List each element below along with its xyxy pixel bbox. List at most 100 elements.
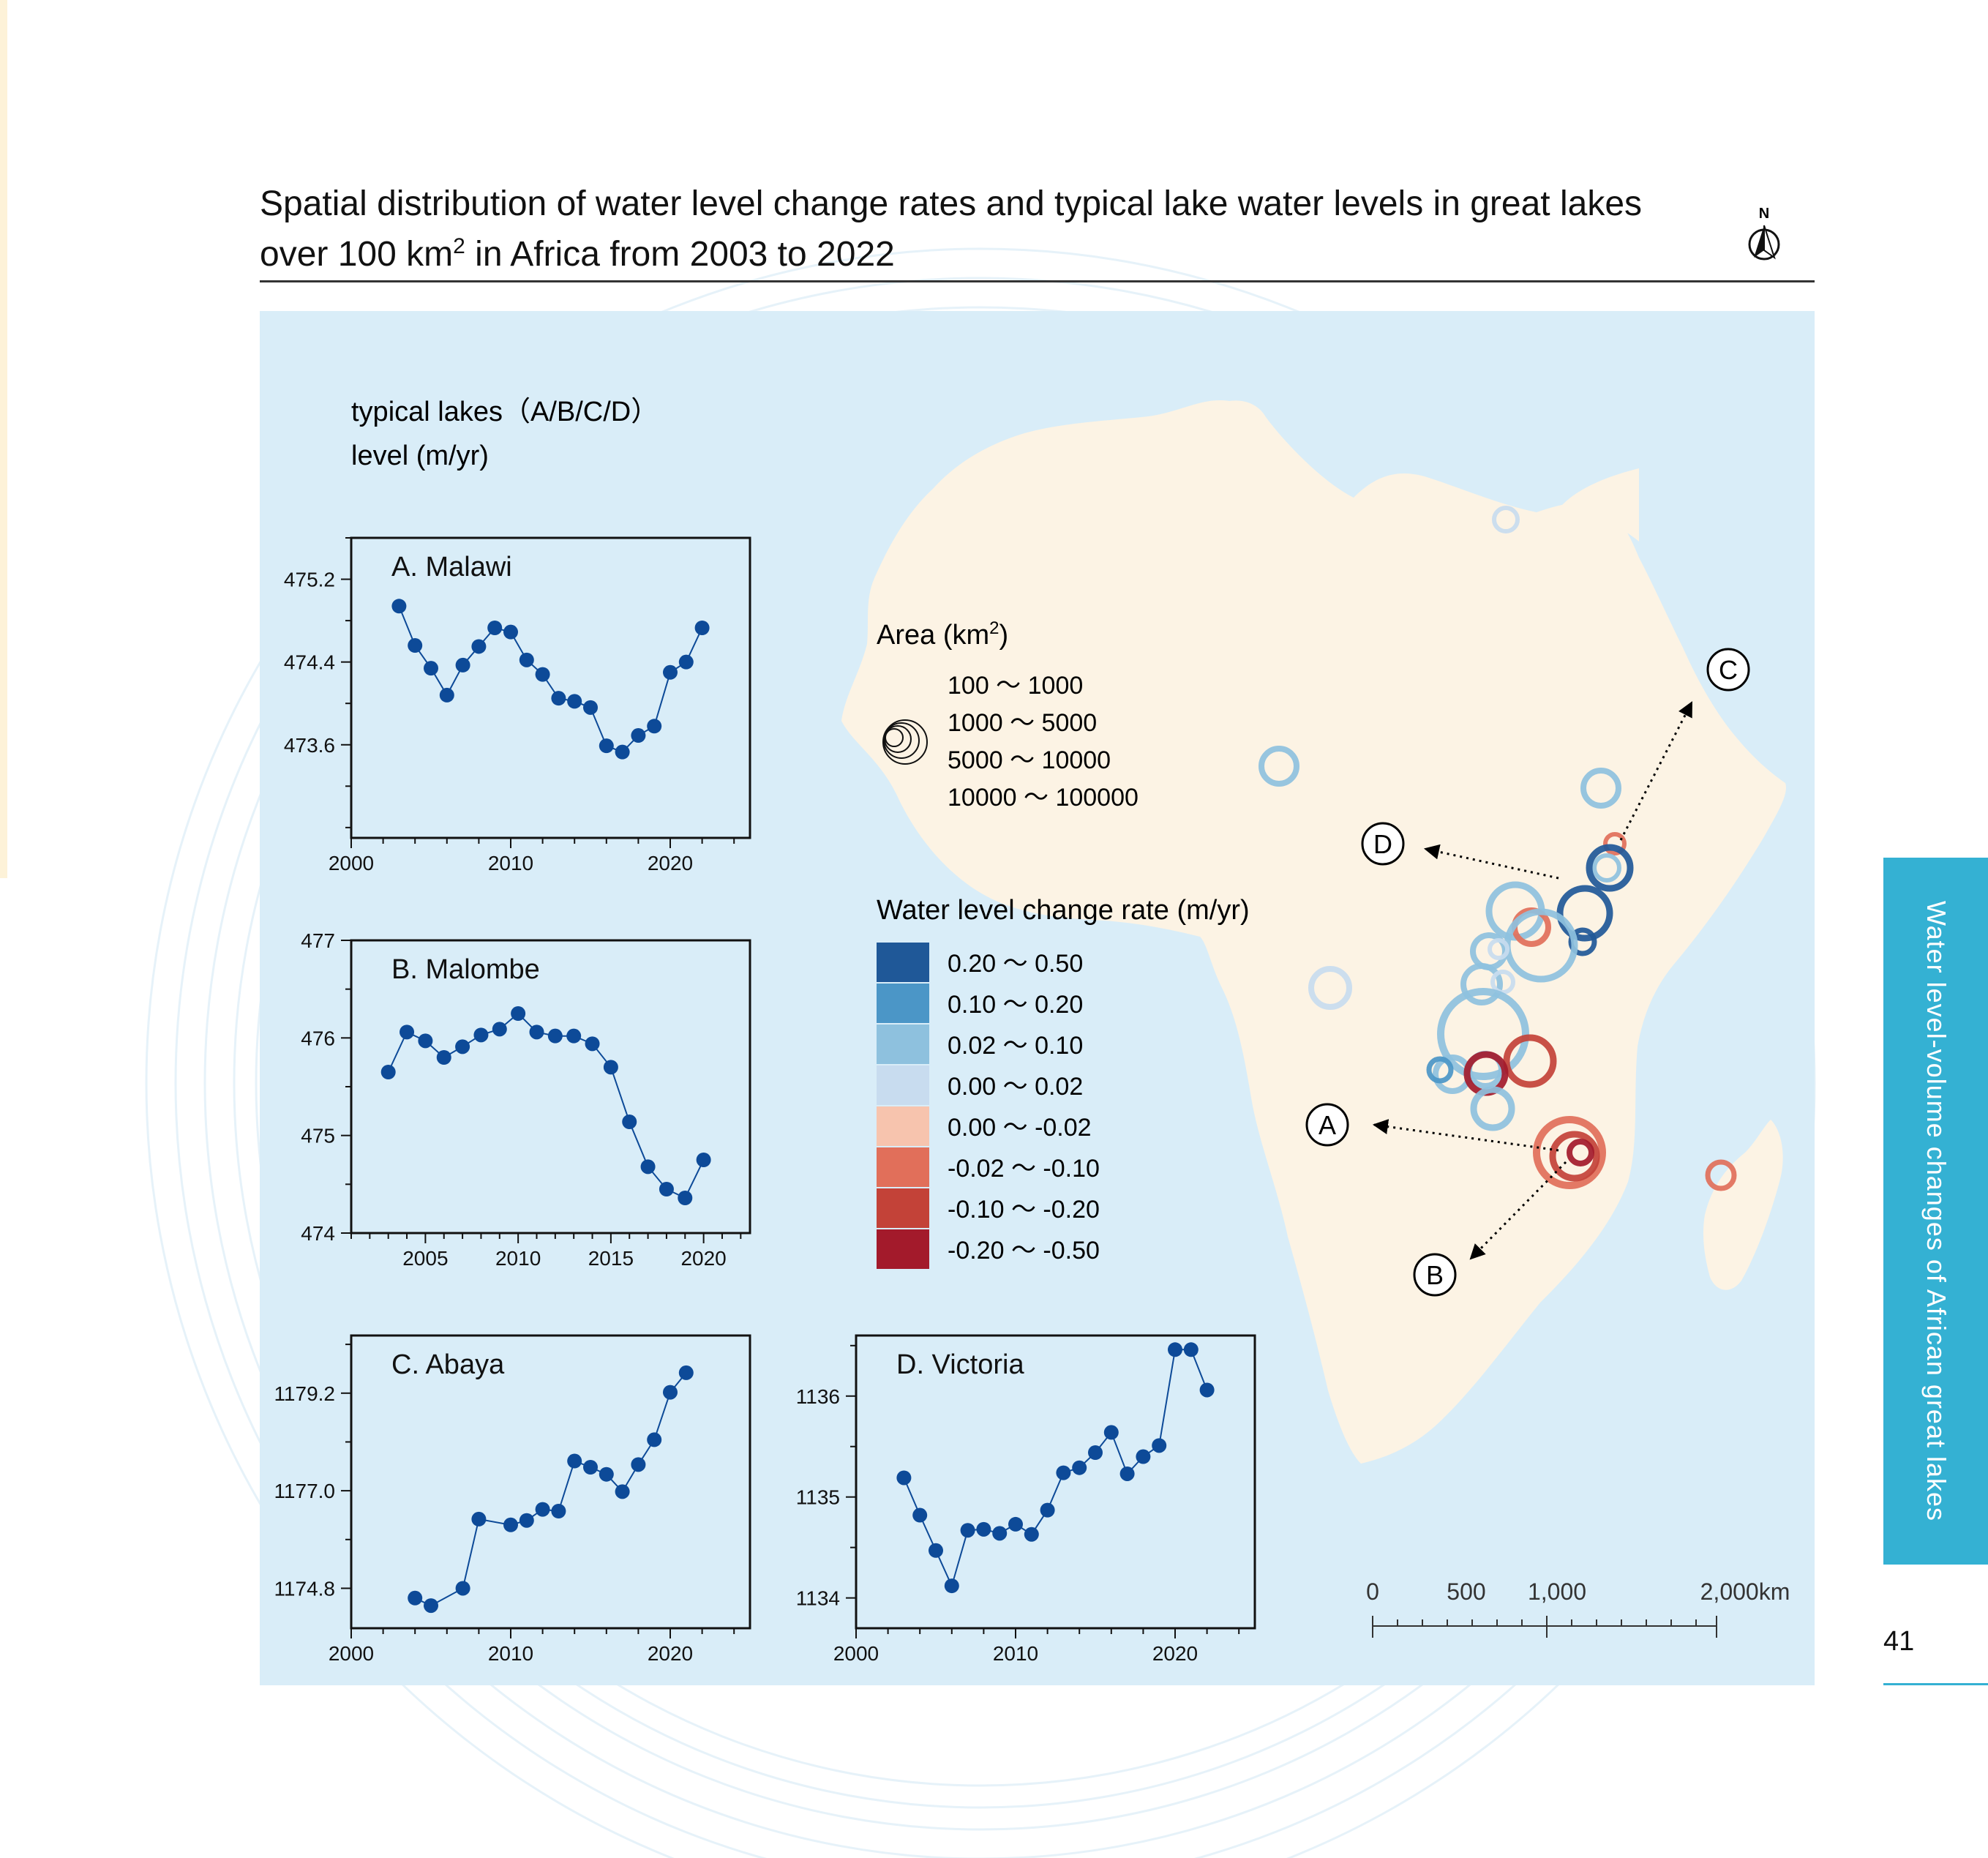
chart-2-point-6 bbox=[535, 1502, 550, 1517]
chart-2-point-9 bbox=[583, 1460, 598, 1475]
chart-0-frame bbox=[350, 536, 751, 839]
rate-class-label-6: -0.10 ～ -0.20 bbox=[948, 1196, 1100, 1224]
callout-a-label: A bbox=[1319, 1110, 1336, 1140]
chart-0-point-8 bbox=[519, 652, 534, 667]
chart-1-point-11 bbox=[585, 1036, 600, 1052]
chart-0-xtick-label-2: 2020 bbox=[648, 852, 693, 874]
lake-marker-0 bbox=[1492, 506, 1520, 533]
chart-0-point-10 bbox=[551, 691, 566, 706]
chart-1-series-line bbox=[387, 1012, 705, 1199]
area-legend-title-prefix: Area (km bbox=[877, 620, 989, 651]
chart-1-title: B. Malombe bbox=[391, 954, 540, 985]
chart-1-point-6 bbox=[492, 1022, 507, 1037]
chart-1-ytick-label-0: 474 bbox=[301, 1222, 335, 1245]
area-class-4: 10000 ～ 100000 bbox=[948, 784, 1139, 812]
figure-title: Spatial distribution of water level chan… bbox=[260, 183, 1723, 276]
rate-legend: 0.20 ～ 0.50 0.10 ～ 0.20 0.02 ～ 0.10 0.00 ～ … bbox=[877, 943, 1100, 1269]
lake-marker-23 bbox=[1533, 1116, 1606, 1189]
chart-3-point-8 bbox=[1024, 1527, 1039, 1542]
scale-label-2000: 2,000km bbox=[1700, 1578, 1790, 1605]
chart-3-ytick-label-0: 1134 bbox=[796, 1587, 840, 1610]
chart-3-ytick-label-2: 1136 bbox=[796, 1385, 840, 1408]
chart-3-point-18 bbox=[1183, 1342, 1199, 1357]
callout-arrows bbox=[1372, 701, 1693, 1260]
chart-2-point-5 bbox=[519, 1513, 534, 1528]
title-line-2-prefix: over 100 km bbox=[260, 235, 454, 274]
chart-3-point-10 bbox=[1056, 1465, 1071, 1480]
rate-swatch-6 bbox=[877, 1188, 929, 1228]
callout-c-label: C bbox=[1719, 655, 1738, 685]
chart-2-point-10 bbox=[599, 1466, 614, 1482]
chart-2: C. Abaya 1174.8 1177.0 1179.2 2000 2010 2020 bbox=[274, 1334, 751, 1665]
arabia-landmass bbox=[1562, 468, 1639, 542]
chart-2-xtick-label-0: 2000 bbox=[329, 1642, 374, 1665]
area-legend-title-sup: 2 bbox=[989, 618, 999, 638]
rate-class-label-7: -0.20 ～ -0.50 bbox=[948, 1237, 1100, 1265]
lake-marker-24 bbox=[1549, 1131, 1600, 1182]
chart-0-point-15 bbox=[631, 728, 646, 743]
chart-1-point-3 bbox=[436, 1050, 451, 1065]
chart-2-ytick-label-0: 1174.8 bbox=[274, 1577, 335, 1600]
rate-class-label-4: 0.00 ～ -0.02 bbox=[948, 1114, 1092, 1142]
chart-0-ytick-label-1: 474.4 bbox=[284, 651, 335, 674]
area-class-3: 5000 ～ 10000 bbox=[948, 746, 1111, 774]
chart-2-point-7 bbox=[551, 1504, 566, 1518]
chart-3-point-12 bbox=[1088, 1445, 1103, 1460]
rate-swatch-7 bbox=[877, 1229, 929, 1269]
area-class-1: 100 ～ 1000 bbox=[948, 672, 1083, 700]
lake-marker-25 bbox=[1567, 1139, 1594, 1166]
lake-marker-8 bbox=[1568, 927, 1597, 956]
callout-d: D bbox=[1361, 822, 1405, 866]
chart-0-point-7 bbox=[503, 624, 518, 640]
chart-0-point-5 bbox=[471, 639, 487, 654]
chart-0-point-11 bbox=[567, 694, 582, 709]
page-number-rule bbox=[1883, 1683, 1988, 1685]
chapter-side-tab: Water level-volume changes of African gr… bbox=[1883, 858, 1988, 1565]
chart-3-point-9 bbox=[1040, 1502, 1055, 1518]
scale-bar bbox=[1372, 1616, 1717, 1638]
title-superscript: 2 bbox=[453, 234, 465, 258]
chart-2-series-line bbox=[414, 1372, 687, 1607]
rate-class-label-0: 0.20 ～ 0.50 bbox=[948, 950, 1083, 978]
area-legend-title: Area (km2) bbox=[877, 618, 1008, 651]
chart-0-xtick-label-1: 2010 bbox=[488, 852, 533, 874]
chart-0-point-0 bbox=[391, 599, 407, 614]
callout-a: A bbox=[1305, 1103, 1349, 1147]
scale-label-500: 500 bbox=[1447, 1578, 1485, 1605]
chart-3-point-1 bbox=[912, 1507, 928, 1523]
lake-marker-16 bbox=[1437, 988, 1529, 1080]
chart-3-point-7 bbox=[1008, 1516, 1023, 1532]
chart-1-point-7 bbox=[511, 1006, 526, 1021]
chart-2-point-13 bbox=[647, 1432, 662, 1447]
chart-3-ytick-label-1: 1135 bbox=[796, 1486, 840, 1509]
arrow-to-b bbox=[1469, 1161, 1567, 1260]
chart-2-point-4 bbox=[503, 1517, 518, 1532]
chart-1-point-10 bbox=[566, 1028, 582, 1044]
lake-marker-15 bbox=[1490, 970, 1515, 994]
rate-swatch-0 bbox=[877, 943, 929, 982]
typical-lakes-title: typical lakes（A/B/C/D） bbox=[351, 397, 659, 427]
chart-3-frame bbox=[855, 1334, 1256, 1630]
rate-swatch-4 bbox=[877, 1106, 929, 1146]
chart-1-ytick-label-2: 476 bbox=[301, 1027, 335, 1049]
chart-2-point-15 bbox=[678, 1365, 694, 1380]
chart-2-point-0 bbox=[408, 1590, 423, 1606]
chart-2-point-3 bbox=[471, 1511, 487, 1527]
rate-class-label-2: 0.02 ～ 0.10 bbox=[948, 1032, 1083, 1060]
lake-marker-5 bbox=[1592, 853, 1621, 883]
chart-0-point-18 bbox=[678, 654, 694, 670]
chart-2-point-14 bbox=[663, 1385, 678, 1400]
chart-1-point-9 bbox=[547, 1028, 563, 1044]
chart-1-point-5 bbox=[473, 1027, 489, 1043]
chart-2-point-11 bbox=[615, 1484, 630, 1499]
chart-1-xtick-label-3: 2020 bbox=[680, 1247, 726, 1270]
chart-1-point-4 bbox=[455, 1039, 470, 1055]
chart-2-ytick-label-2: 1179.2 bbox=[274, 1382, 335, 1405]
chart-1-ytick-label-1: 475 bbox=[301, 1125, 335, 1147]
rate-swatch-1 bbox=[877, 984, 929, 1023]
callout-c: C bbox=[1706, 648, 1750, 692]
chart-1-point-0 bbox=[380, 1065, 396, 1079]
lake-marker-20 bbox=[1426, 1056, 1454, 1084]
chart-2-point-8 bbox=[567, 1453, 582, 1469]
